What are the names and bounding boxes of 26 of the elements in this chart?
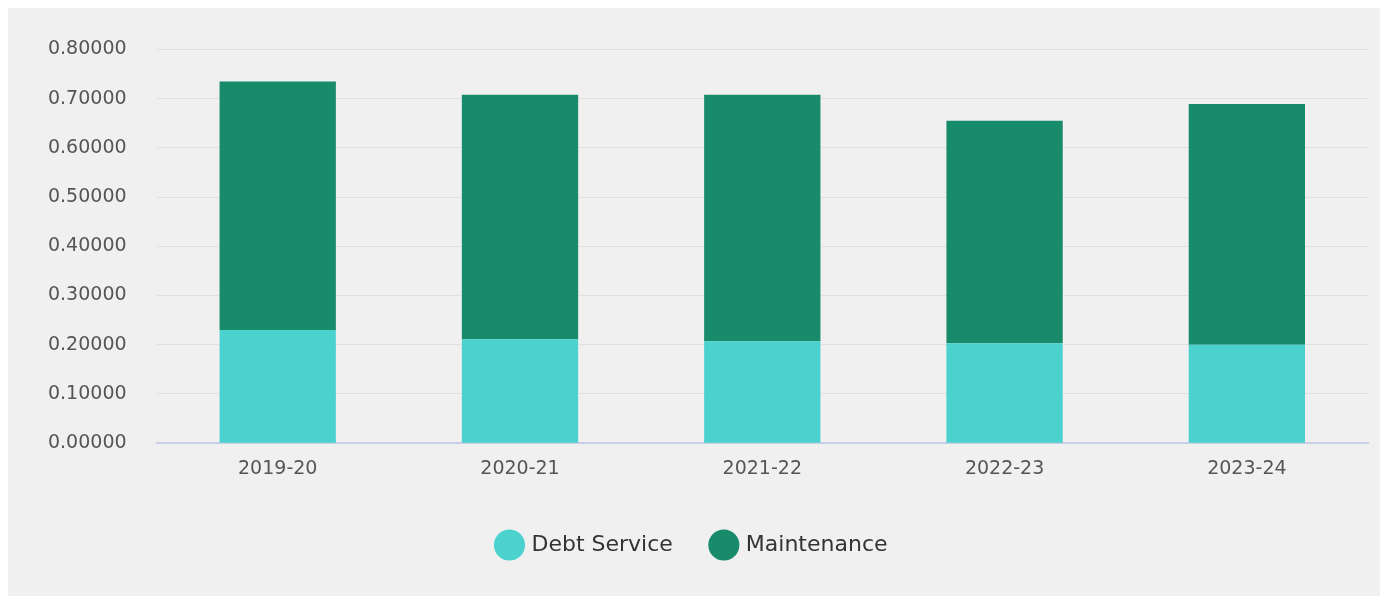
bar: [461, 94, 579, 340]
y-tick-label: 0.80000: [47, 36, 127, 59]
bar: [461, 339, 579, 443]
y-tick-label: 0.30000: [47, 282, 127, 305]
y-tick-label: 0.50000: [47, 184, 127, 207]
y-tick-label: 0.60000: [47, 134, 127, 157]
x-tick-label: 2022-23: [964, 455, 1045, 478]
bar: [219, 81, 336, 330]
y-tick-label: 0.10000: [47, 380, 127, 403]
x-tick-label: 2021-22: [722, 455, 802, 478]
y-tick-label: 0.00000: [47, 430, 127, 453]
legend-label: Debt Service: [531, 530, 673, 556]
y-tick-label: 0.40000: [47, 233, 127, 256]
bar: [1188, 104, 1306, 345]
bar: [219, 329, 336, 443]
y-tick-label: 0.70000: [47, 85, 127, 108]
bar: [1188, 344, 1306, 443]
bar: [704, 94, 821, 342]
bar: [946, 120, 1063, 344]
bar: [946, 343, 1063, 443]
y-tick-label: 0.20000: [47, 331, 127, 354]
legend-label: Maintenance: [745, 530, 888, 556]
x-tick-label: 2020-21: [480, 455, 560, 478]
x-tick-label: 2023-24: [1207, 455, 1287, 478]
bar: [704, 341, 821, 443]
x-tick-label: 2019-20: [238, 455, 318, 478]
